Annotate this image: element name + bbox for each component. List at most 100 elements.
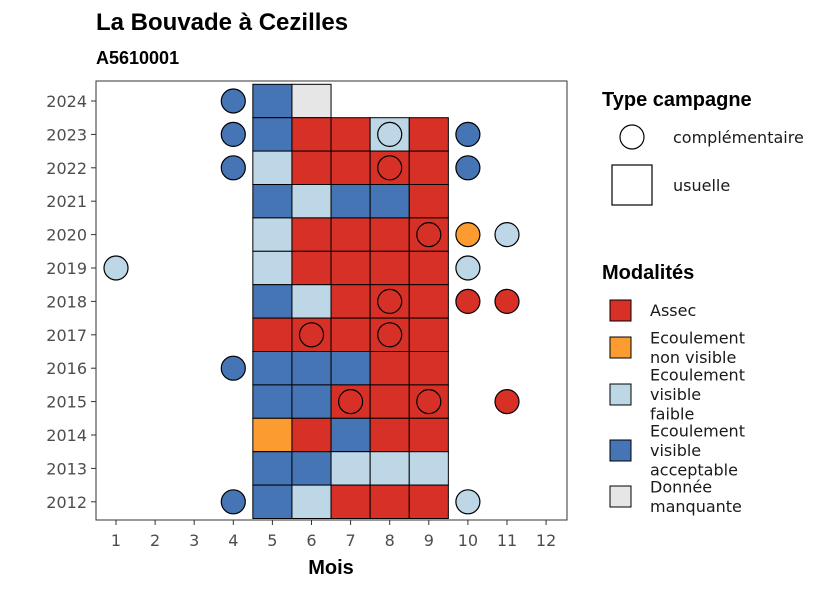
cell-2018-5	[252, 284, 293, 319]
x-tick-label-4: 4	[228, 531, 238, 550]
y-tick-label-2016: 2016	[46, 359, 87, 378]
legend-label-ecoulement-non-visible-2: non visible	[650, 348, 736, 367]
cell-2017-5	[252, 317, 293, 353]
legend-circle-key	[619, 124, 645, 150]
cell-2013-7	[330, 451, 371, 486]
point-2017-8	[377, 322, 403, 348]
cell-2013-6	[291, 451, 332, 486]
cell-2012-5	[252, 484, 293, 520]
legend-square-key	[611, 164, 653, 206]
cell-2019-9	[408, 250, 449, 286]
legend-label-donnee-manquante-1: Donnée	[650, 477, 712, 496]
cell-2021-8	[369, 184, 410, 219]
cell-2020-5	[252, 217, 293, 252]
x-tick-label-10: 10	[458, 531, 478, 550]
point-2012-4	[220, 489, 246, 515]
cell-2014-6	[291, 417, 332, 453]
cell-2019-8	[369, 250, 410, 286]
point-2023-4	[220, 121, 246, 147]
cell-2018-7	[330, 284, 371, 319]
cell-2020-7	[330, 217, 371, 252]
chart-subtitle: A5610001	[96, 48, 179, 68]
cell-2016-5	[252, 351, 293, 386]
cell-2016-8	[369, 351, 410, 386]
x-tick-label-11: 11	[497, 531, 517, 550]
cell-2014-9	[408, 417, 449, 453]
x-tick-label-12: 12	[536, 531, 556, 550]
cell-2021-9	[408, 184, 449, 219]
point-2022-8	[377, 155, 403, 181]
cell-2012-8	[369, 484, 410, 520]
cell-2016-7	[330, 351, 371, 386]
cell-2022-6	[291, 150, 332, 186]
cell-2016-9	[408, 351, 449, 386]
x-tick-label-2: 2	[150, 531, 160, 550]
point-2020-11	[494, 222, 520, 248]
legend-label-ecoulement-visible-acceptable-2: visible	[650, 441, 701, 460]
legend-swatch-ecoulement-non-visible	[609, 336, 632, 359]
point-2012-10	[455, 489, 481, 515]
point-2015-9	[416, 389, 442, 415]
y-axis: 2012 2013 2014 2015 2016 2017 2018 2019 2020 2021…	[46, 92, 96, 512]
legend-modalites-title: Modalités	[602, 262, 694, 284]
cell-2024-6	[291, 83, 332, 119]
y-tick-label-2012: 2012	[46, 493, 87, 512]
point-2022-4	[220, 155, 246, 181]
cell-2021-6	[291, 184, 332, 219]
cell-2024-5	[252, 83, 293, 119]
legend-type-label-usuelle: usuelle	[673, 176, 730, 195]
x-tick-label-5: 5	[267, 531, 277, 550]
cell-2018-9	[408, 284, 449, 319]
cell-2014-7	[330, 417, 371, 453]
complementaire-points	[103, 88, 520, 515]
cell-2023-9	[408, 117, 449, 152]
cell-2023-6	[291, 117, 332, 152]
y-tick-label-2014: 2014	[46, 426, 87, 445]
point-2016-4	[220, 355, 246, 381]
cell-2014-8	[369, 417, 410, 453]
point-2015-7	[338, 389, 364, 415]
legend-label-ecoulement-visible-faible-2: visible	[650, 385, 701, 404]
cell-2023-7	[330, 117, 371, 152]
legend-swatch-assec	[609, 299, 632, 322]
cell-2022-9	[408, 150, 449, 186]
cell-2015-8	[369, 384, 410, 419]
legend-label-ecoulement-visible-faible-3: faible	[650, 405, 694, 424]
x-tick-label-8: 8	[385, 531, 395, 550]
legend-swatch-donnee-manquante	[609, 485, 632, 508]
legend-label-ecoulement-visible-acceptable-3: acceptable	[650, 461, 738, 480]
x-tick-label-6: 6	[306, 531, 316, 550]
point-2019-10	[455, 255, 481, 281]
point-2018-8	[377, 288, 403, 314]
cell-2012-6	[291, 484, 332, 520]
cell-2019-5	[252, 250, 293, 286]
legend-label-donnee-manquante-2: manquante	[650, 497, 742, 516]
y-tick-label-2018: 2018	[46, 292, 87, 311]
cell-2022-5	[252, 150, 293, 186]
cell-2015-5	[252, 384, 293, 419]
cell-2020-8	[369, 217, 410, 252]
legend-label-ecoulement-non-visible-1: Ecoulement	[650, 328, 745, 347]
y-tick-label-2023: 2023	[46, 125, 87, 144]
y-tick-label-2015: 2015	[46, 393, 87, 412]
point-2018-10	[455, 288, 481, 314]
legend-swatch-ecoulement-visible-faible	[609, 383, 632, 406]
y-tick-label-2017: 2017	[46, 326, 87, 345]
point-2020-10	[455, 222, 481, 248]
legend-type-title: Type campagne	[602, 89, 752, 111]
cell-2021-5	[252, 184, 293, 219]
legend-label-assec-1: Assec	[650, 301, 696, 320]
x-axis-label: Mois	[308, 557, 354, 579]
point-2020-9	[416, 222, 442, 248]
point-2017-6	[298, 322, 325, 348]
cell-2016-6	[291, 351, 332, 386]
point-2023-10	[455, 121, 481, 147]
x-tick-label-1: 1	[111, 531, 121, 550]
cell-2013-5	[252, 451, 293, 486]
cell-2018-6	[291, 284, 332, 319]
point-2015-11	[494, 389, 520, 415]
cell-2023-5	[252, 117, 293, 152]
y-tick-label-2024: 2024	[46, 92, 87, 111]
